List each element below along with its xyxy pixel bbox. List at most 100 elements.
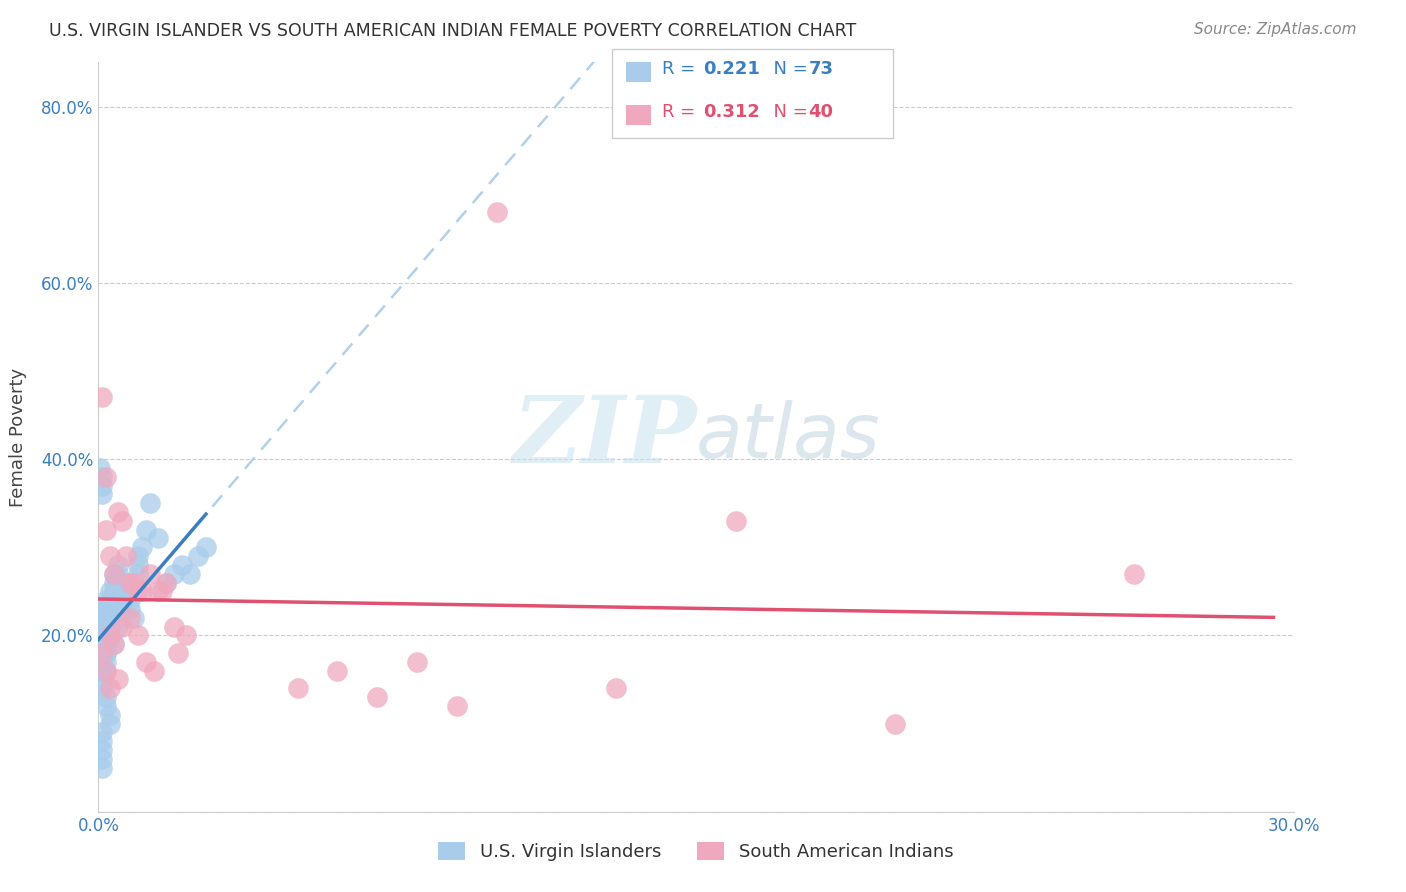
Point bbox=[96, 698, 118, 713]
Point bbox=[98, 584, 122, 599]
Point bbox=[98, 549, 122, 563]
Point bbox=[91, 611, 114, 625]
Point bbox=[115, 575, 138, 590]
Point bbox=[120, 593, 142, 607]
Point bbox=[91, 646, 114, 660]
Point bbox=[605, 681, 627, 696]
Point bbox=[91, 681, 114, 696]
Text: 0.221: 0.221 bbox=[703, 60, 759, 78]
Point bbox=[127, 558, 149, 572]
Point bbox=[103, 637, 125, 651]
Point bbox=[326, 664, 349, 678]
Text: 40: 40 bbox=[808, 103, 834, 120]
Text: U.S. VIRGIN ISLANDER VS SOUTH AMERICAN INDIAN FEMALE POVERTY CORRELATION CHART: U.S. VIRGIN ISLANDER VS SOUTH AMERICAN I… bbox=[49, 22, 856, 40]
Point bbox=[139, 496, 162, 510]
Point bbox=[103, 593, 125, 607]
Point bbox=[163, 566, 186, 581]
Point bbox=[111, 619, 134, 633]
Point bbox=[111, 514, 134, 528]
Point bbox=[91, 487, 114, 501]
Text: N =: N = bbox=[762, 103, 814, 120]
Point bbox=[120, 611, 142, 625]
Point bbox=[91, 761, 114, 775]
Point bbox=[91, 628, 114, 642]
Point bbox=[96, 664, 118, 678]
Point bbox=[107, 558, 129, 572]
Point bbox=[111, 602, 134, 616]
Point bbox=[98, 602, 122, 616]
Point bbox=[91, 391, 114, 405]
Text: R =: R = bbox=[662, 60, 702, 78]
Point bbox=[96, 664, 118, 678]
Point bbox=[155, 575, 177, 590]
Text: atlas: atlas bbox=[696, 401, 880, 474]
Point bbox=[127, 566, 149, 581]
Point bbox=[115, 575, 138, 590]
Point bbox=[89, 461, 111, 475]
Point bbox=[167, 646, 190, 660]
Point bbox=[98, 619, 122, 633]
Point bbox=[172, 558, 194, 572]
Point bbox=[103, 566, 125, 581]
Text: ZIP: ZIP bbox=[512, 392, 696, 482]
Point bbox=[139, 566, 162, 581]
Point bbox=[1123, 566, 1146, 581]
Point bbox=[98, 628, 122, 642]
Point bbox=[131, 541, 153, 555]
Point bbox=[179, 566, 201, 581]
Point bbox=[724, 514, 747, 528]
Point bbox=[884, 716, 907, 731]
Point bbox=[148, 532, 170, 546]
Point bbox=[96, 646, 118, 660]
Text: 0.312: 0.312 bbox=[703, 103, 759, 120]
Point bbox=[98, 611, 122, 625]
Legend: U.S. Virgin Islanders, South American Indians: U.S. Virgin Islanders, South American In… bbox=[429, 833, 963, 870]
Point bbox=[174, 628, 197, 642]
Point bbox=[91, 655, 114, 669]
Point bbox=[150, 584, 173, 599]
Point bbox=[96, 655, 118, 669]
Text: N =: N = bbox=[762, 60, 814, 78]
Point bbox=[96, 619, 118, 633]
Point bbox=[96, 593, 118, 607]
Point bbox=[124, 575, 146, 590]
Point bbox=[91, 725, 114, 739]
Point bbox=[96, 690, 118, 705]
Point bbox=[107, 584, 129, 599]
Text: Source: ZipAtlas.com: Source: ZipAtlas.com bbox=[1194, 22, 1357, 37]
Point bbox=[143, 664, 166, 678]
Text: 73: 73 bbox=[808, 60, 834, 78]
Point bbox=[148, 584, 170, 599]
Point bbox=[96, 611, 118, 625]
Point bbox=[91, 734, 114, 748]
Point bbox=[91, 478, 114, 492]
Point bbox=[96, 469, 118, 483]
Point bbox=[103, 637, 125, 651]
Point bbox=[103, 584, 125, 599]
Point bbox=[91, 628, 114, 642]
Point bbox=[96, 646, 118, 660]
Point bbox=[96, 602, 118, 616]
Point bbox=[120, 602, 142, 616]
Point bbox=[446, 698, 468, 713]
Point bbox=[96, 637, 118, 651]
Point bbox=[107, 566, 129, 581]
Point bbox=[103, 566, 125, 581]
Point bbox=[163, 619, 186, 633]
Point bbox=[287, 681, 309, 696]
Point bbox=[91, 752, 114, 766]
Y-axis label: Female Poverty: Female Poverty bbox=[10, 368, 27, 507]
Point bbox=[91, 619, 114, 633]
Point bbox=[107, 575, 129, 590]
Point bbox=[91, 664, 114, 678]
Point bbox=[135, 655, 157, 669]
Point bbox=[124, 611, 146, 625]
Point bbox=[127, 628, 149, 642]
Point bbox=[96, 628, 118, 642]
Point bbox=[195, 541, 218, 555]
Point bbox=[91, 611, 114, 625]
Point bbox=[115, 549, 138, 563]
Point bbox=[98, 716, 122, 731]
Point bbox=[91, 637, 114, 651]
Point bbox=[98, 628, 122, 642]
